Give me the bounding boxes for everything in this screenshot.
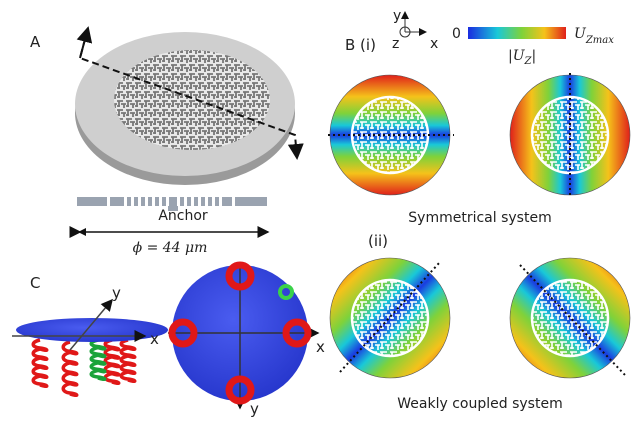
anchor-segment [180, 197, 184, 206]
anchor-segment [141, 197, 145, 206]
anchor-segment [235, 197, 267, 206]
colorbar-max-subscript: Zmax [585, 35, 614, 46]
anchor-segment [208, 197, 212, 206]
axis-label: x [150, 330, 159, 348]
anchor-segment [134, 197, 138, 206]
title-text: | [531, 48, 536, 64]
spring [33, 340, 47, 386]
anchor-segment [187, 197, 191, 206]
anchor-segment [215, 197, 219, 206]
panel-label: B (i) [345, 36, 376, 54]
axis-label: z [392, 36, 399, 52]
axis-label: x [430, 36, 438, 52]
colorbar-min: 0 [452, 26, 461, 42]
spring [105, 340, 119, 383]
axis-label: y [393, 8, 401, 24]
axis-label: x [316, 338, 325, 356]
colorbar [468, 27, 566, 39]
anchor-segment [77, 197, 107, 206]
panel-label: A [30, 33, 41, 51]
axis-label: y [112, 284, 121, 302]
anchor-segment [169, 197, 177, 206]
axis-label: y [250, 400, 259, 418]
anchor-segment [155, 197, 159, 206]
spring [121, 340, 135, 381]
springs [33, 340, 135, 395]
panel-label: C [30, 274, 40, 292]
figure: A Anchor ϕ = 44 μm B (i) y z x 0 UZmax |… [0, 0, 635, 421]
disk-side-view [16, 318, 168, 342]
spring [91, 340, 105, 379]
title-text: |U [508, 48, 526, 64]
arrow-head [78, 228, 86, 236]
anchor-segment [201, 197, 205, 206]
anchor-segment [194, 197, 198, 206]
colorbar-max: UZmax [574, 26, 614, 46]
anchor-segment [162, 197, 166, 206]
axes-icon: y z x [392, 8, 438, 52]
caption: Symmetrical system [408, 210, 551, 226]
caption: Weakly coupled system [397, 396, 562, 412]
anchor-label: Anchor [158, 208, 208, 224]
colorbar-title: |UZ| [508, 48, 536, 67]
maze [352, 280, 428, 356]
anchor-segment [222, 197, 232, 206]
maze [114, 50, 270, 150]
anchor-segment [127, 197, 131, 206]
anchor-segment [148, 197, 152, 206]
panel-label: (ii) [368, 232, 388, 250]
section-arrow [80, 28, 88, 58]
dimension-label: ϕ = 44 μm [133, 240, 208, 256]
anchor-segment [110, 197, 124, 206]
